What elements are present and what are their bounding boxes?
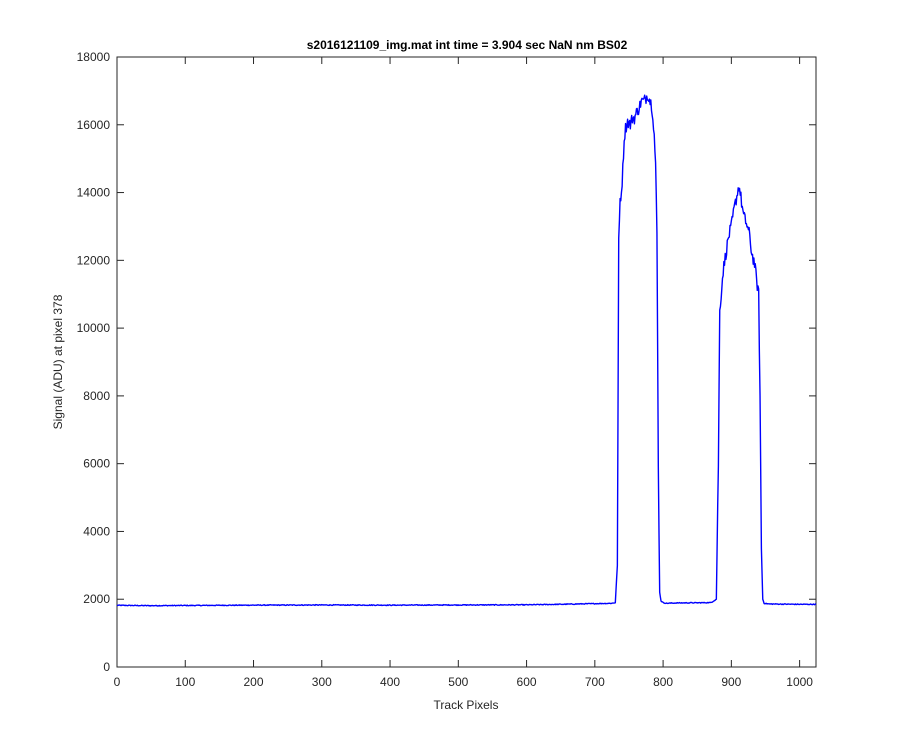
y-axis-label: Signal (ADU) at pixel 378 xyxy=(51,294,65,429)
series-line xyxy=(116,94,817,607)
x-tick-label: 700 xyxy=(585,675,605,689)
y-tick-label: 10000 xyxy=(77,321,111,335)
x-axis-label: Track Pixels xyxy=(434,698,499,712)
y-tick-label: 4000 xyxy=(83,524,110,538)
x-tick-label: 500 xyxy=(448,675,468,689)
x-tick-label: 300 xyxy=(312,675,332,689)
y-tick-label: 0 xyxy=(103,660,110,674)
x-tick-label: 100 xyxy=(175,675,195,689)
x-tick-label: 800 xyxy=(653,675,673,689)
x-tick-label: 400 xyxy=(380,675,400,689)
y-tick-label: 8000 xyxy=(83,389,110,403)
y-tick-label: 16000 xyxy=(77,118,111,132)
x-tick-label: 200 xyxy=(244,675,264,689)
y-tick-label: 2000 xyxy=(83,592,110,606)
y-axis: 0 2000 4000 6000 8000 10000 12000 14000 16000 180… xyxy=(77,50,816,674)
plot-area xyxy=(116,56,817,668)
x-tick-label: 1000 xyxy=(786,675,813,689)
x-tick-label: 600 xyxy=(517,675,537,689)
x-tick-label: 0 xyxy=(114,675,121,689)
y-tick-label: 12000 xyxy=(77,253,111,267)
chart-title: s2016121109_img.mat int time = 3.904 sec… xyxy=(307,38,628,52)
y-tick-label: 14000 xyxy=(77,186,111,200)
y-tick-label: 18000 xyxy=(77,50,111,64)
series-layer xyxy=(116,94,817,607)
y-tick-label: 6000 xyxy=(83,457,110,471)
x-axis: 0 100 200 300 400 500 600 700 800 900 1000 xyxy=(114,57,813,689)
x-tick-label: 900 xyxy=(721,675,741,689)
